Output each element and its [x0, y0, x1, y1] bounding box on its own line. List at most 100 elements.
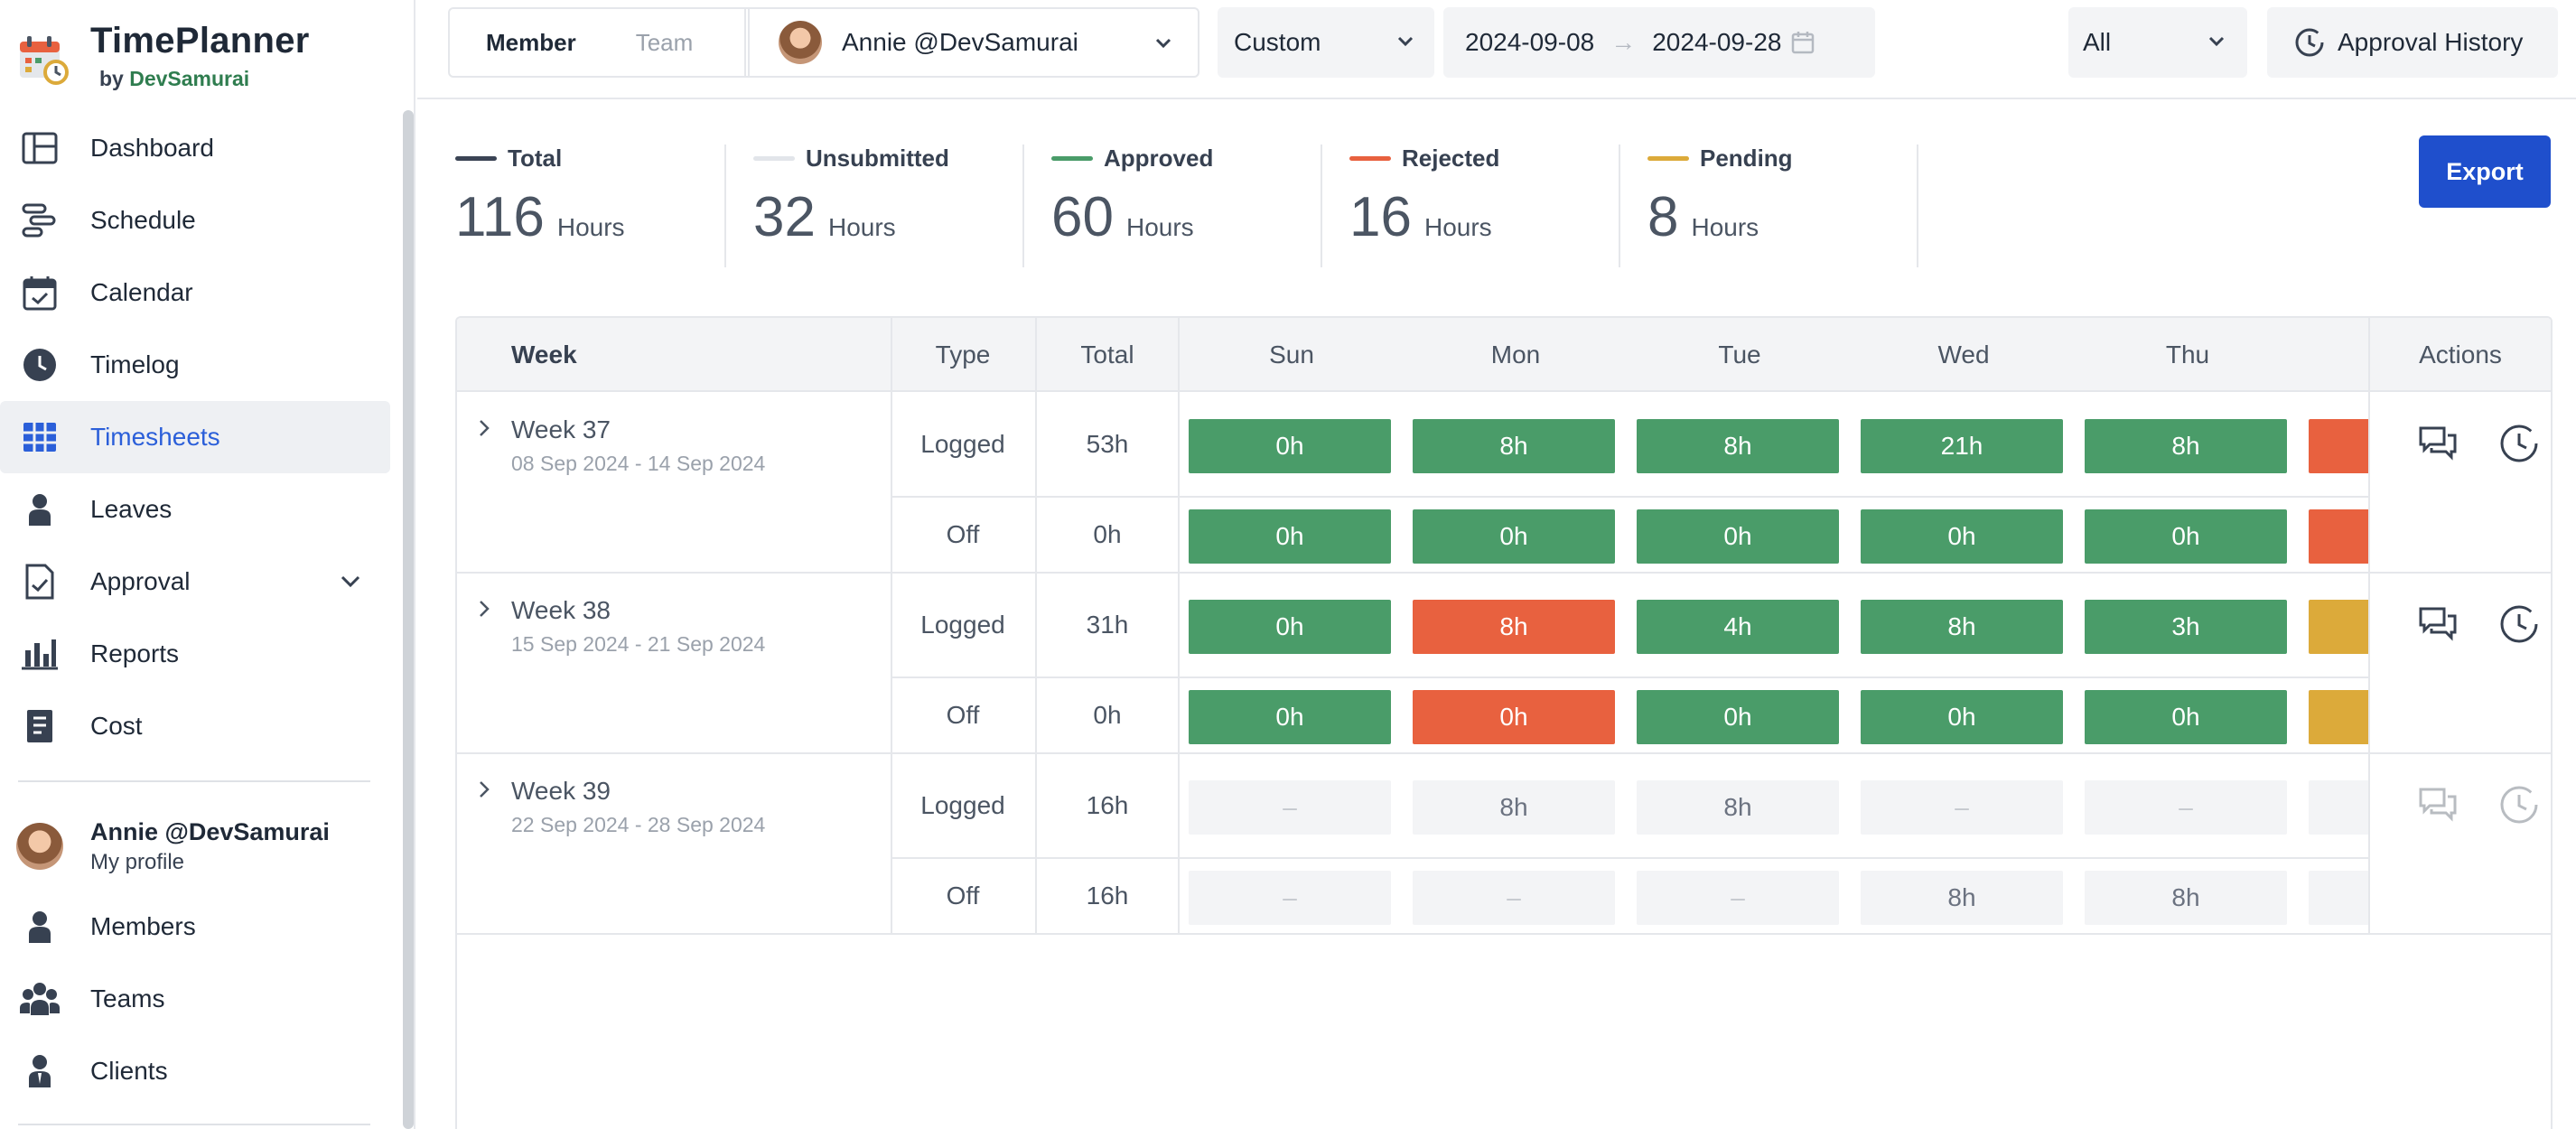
- day-cell[interactable]: 0h: [2085, 509, 2287, 564]
- day-cell[interactable]: 0h: [1189, 690, 1391, 744]
- sidebar-profile[interactable]: Annie @DevSamurai My profile: [0, 804, 390, 889]
- day-cell[interactable]: [2309, 419, 2368, 473]
- sidebar-item-reports[interactable]: Reports: [0, 618, 390, 690]
- day-cell[interactable]: [2309, 871, 2368, 925]
- day-cell[interactable]: 8h: [1637, 419, 1839, 473]
- day-cell[interactable]: 0h: [1861, 690, 2063, 744]
- day-cell[interactable]: –: [1189, 780, 1391, 835]
- day-cell[interactable]: 8h: [1413, 780, 1615, 835]
- secondary-nav: Members Teams Clients: [0, 891, 390, 1107]
- day-cell[interactable]: 8h: [2085, 871, 2287, 925]
- chevron-down-icon[interactable]: [338, 569, 363, 594]
- day-cell[interactable]: 8h: [1413, 419, 1615, 473]
- row-divider: [891, 496, 2370, 498]
- history-icon[interactable]: [2498, 603, 2540, 645]
- day-cell[interactable]: 0h: [1413, 690, 1615, 744]
- day-cell[interactable]: 0h: [1413, 509, 1615, 564]
- comment-icon[interactable]: [2417, 423, 2459, 464]
- day-cell[interactable]: 8h: [1861, 600, 2063, 654]
- table-header: Week Type Total Sun Mon Tue Wed Thu Acti…: [457, 318, 2551, 392]
- row-type: Logged: [920, 430, 1005, 458]
- day-cell[interactable]: [2309, 509, 2368, 564]
- day-cell[interactable]: [2309, 690, 2368, 744]
- day-cell[interactable]: 0h: [1637, 509, 1839, 564]
- sidebar-item-timelog[interactable]: Timelog: [0, 329, 390, 401]
- history-icon: [2295, 28, 2324, 57]
- sidebar-item-members[interactable]: Members: [0, 891, 390, 963]
- sidebar-item-teams[interactable]: Teams: [0, 963, 390, 1035]
- week-divider: [457, 572, 2551, 574]
- day-cell[interactable]: 8h: [1637, 780, 1839, 835]
- export-button[interactable]: Export: [2419, 135, 2551, 208]
- day-cell[interactable]: 0h: [1189, 600, 1391, 654]
- row-divider: [891, 676, 2370, 678]
- week-title: Week 39: [511, 777, 611, 805]
- day-cells-scroll-area[interactable]: 0h 8h 8h 21h 8h 0h 0h 0h 0h 0h 0h 8h 4h 8h 3h 0h 0h 0h 0h 0…: [1178, 394, 2368, 1129]
- sidebar-item-leaves[interactable]: Leaves: [0, 473, 390, 546]
- day-cell[interactable]: –: [1189, 871, 1391, 925]
- sidebar-item-timesheets[interactable]: Timesheets: [0, 401, 390, 473]
- day-cell[interactable]: 0h: [2085, 690, 2287, 744]
- day-cell[interactable]: [2309, 600, 2368, 654]
- row-divider: [891, 857, 2370, 859]
- sidebar-item-dashboard[interactable]: Dashboard: [0, 112, 390, 184]
- day-cell[interactable]: 0h: [1861, 509, 2063, 564]
- stat-divider: [1022, 145, 1024, 267]
- row-type: Off: [946, 882, 980, 910]
- day-cell[interactable]: –: [2085, 780, 2287, 835]
- tab-member[interactable]: Member: [486, 28, 576, 56]
- sidebar-item-clients[interactable]: Clients: [0, 1035, 390, 1107]
- stat-value: 8: [1647, 186, 1679, 248]
- day-cell[interactable]: 0h: [1637, 690, 1839, 744]
- sidebar-item-schedule[interactable]: Schedule: [0, 184, 390, 257]
- stat-label: Pending: [1700, 145, 1793, 172]
- status-filter-select[interactable]: All: [2068, 7, 2247, 78]
- day-cell[interactable]: 8h: [1413, 600, 1615, 654]
- stat-divider: [1619, 145, 1620, 267]
- day-cell[interactable]: 8h: [2085, 419, 2287, 473]
- chevron-right-icon[interactable]: [473, 598, 495, 620]
- tab-team[interactable]: Team: [635, 28, 694, 56]
- sidebar-scrollbar[interactable]: [403, 110, 414, 1129]
- sidebar-item-label: Reports: [90, 639, 180, 667]
- col-divider-total: [1178, 318, 1180, 934]
- stat-label-row: Approved: [1051, 145, 1213, 173]
- day-cell[interactable]: [2309, 780, 2368, 835]
- approval-history-button[interactable]: Approval History: [2267, 7, 2558, 78]
- comment-icon[interactable]: [2417, 603, 2459, 645]
- sidebar-item-approval[interactable]: Approval: [0, 546, 390, 618]
- row-total: 0h: [1093, 520, 1122, 548]
- history-icon[interactable]: [2498, 423, 2540, 464]
- sidebar-item-cost[interactable]: Cost: [0, 690, 390, 762]
- stat-approved: Approved 60 Hours: [1051, 145, 1213, 267]
- stat-label: Rejected: [1402, 145, 1500, 172]
- date-from[interactable]: 2024-09-08: [1465, 28, 1595, 56]
- calendar-icon: [1792, 32, 1815, 54]
- day-cell[interactable]: 4h: [1637, 600, 1839, 654]
- date-range-picker[interactable]: 2024-09-08 → 2024-09-28: [1443, 7, 1875, 78]
- member-select[interactable]: Annie @DevSamurai: [744, 7, 1199, 78]
- day-cell[interactable]: 21h: [1861, 419, 2063, 473]
- chevron-right-icon[interactable]: [473, 779, 495, 800]
- range-mode-select[interactable]: Custom: [1218, 7, 1434, 78]
- chevron-right-icon[interactable]: [473, 417, 495, 439]
- day-cell[interactable]: 3h: [2085, 600, 2287, 654]
- day-cell[interactable]: 0h: [1189, 419, 1391, 473]
- day-cell[interactable]: 0h: [1189, 509, 1391, 564]
- chevron-down-icon: [1397, 36, 1414, 47]
- day-cell[interactable]: –: [1637, 871, 1839, 925]
- day-cell[interactable]: –: [1413, 871, 1615, 925]
- col-divider-week: [891, 318, 892, 934]
- day-cell[interactable]: 8h: [1861, 871, 2063, 925]
- day-cell[interactable]: –: [1861, 780, 2063, 835]
- date-to[interactable]: 2024-09-28: [1652, 28, 1782, 56]
- approval-history-label: Approval History: [2338, 28, 2524, 56]
- clock-icon: [20, 345, 60, 385]
- stat-value: 16: [1349, 186, 1412, 248]
- view-toggle: Member Team: [448, 7, 750, 78]
- column-header-type: Type: [935, 341, 991, 369]
- stat-total: Total 116 Hours: [455, 145, 625, 267]
- sidebar-item-calendar[interactable]: Calendar: [0, 257, 390, 329]
- row-type: Off: [946, 701, 980, 729]
- sidebar-item-label: Schedule: [90, 206, 196, 234]
